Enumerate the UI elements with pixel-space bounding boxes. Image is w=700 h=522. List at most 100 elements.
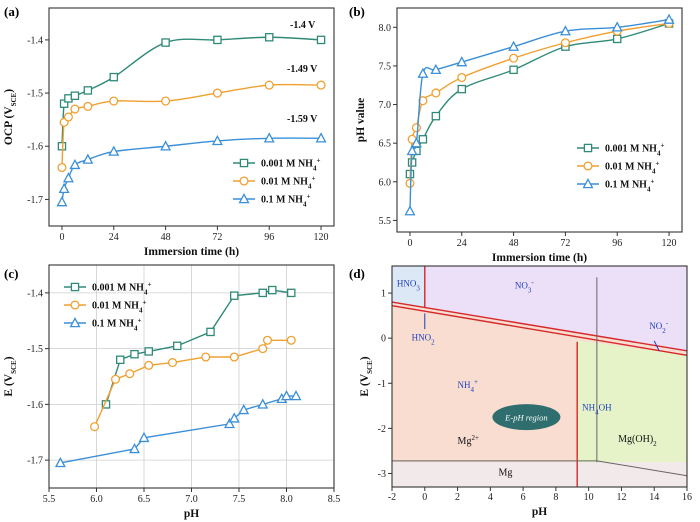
data-point-shape <box>213 35 222 45</box>
region-mg <box>392 462 687 487</box>
data-point <box>290 390 302 401</box>
data-point-shape <box>160 140 172 151</box>
legend-marker <box>238 193 250 204</box>
data-point <box>212 88 222 98</box>
data-point <box>238 403 250 415</box>
y-tick-label: 5.5 <box>379 216 392 227</box>
legend-marker <box>70 300 80 310</box>
data-point <box>130 349 139 359</box>
region-label-no2: NO2- <box>649 319 669 335</box>
data-point-shape <box>418 135 428 144</box>
data-point <box>404 205 416 216</box>
data-point-shape <box>125 369 135 379</box>
region-label-mg: Mg <box>499 468 513 479</box>
x-tick-label: 4 <box>488 492 493 503</box>
data-point-shape <box>411 123 421 133</box>
data-point-shape <box>431 88 441 98</box>
x-tick-label: 24 <box>457 238 467 249</box>
data-point-shape <box>611 21 623 32</box>
data-point-shape <box>201 352 211 362</box>
data-point-shape <box>229 291 239 300</box>
x-tick-label: 2 <box>455 492 460 503</box>
data-point <box>258 288 267 298</box>
y-tick-label: -1.7 <box>27 456 43 467</box>
legend: 0.001 M NH4+ 0.01 M NH4+ 0.1 M NH4+ <box>64 281 151 333</box>
series-line-1 <box>61 36 322 147</box>
data-point-shape <box>62 172 74 183</box>
data-point-shape <box>418 96 428 106</box>
data-point-shape <box>130 349 139 359</box>
data-point <box>457 84 467 94</box>
legend-marker-shape <box>583 161 593 171</box>
legend-marker-shape <box>238 193 250 204</box>
x-tick-label: 48 <box>161 232 171 243</box>
x-tick-label: 7.0 <box>185 494 198 505</box>
data-point-shape <box>138 431 150 443</box>
legend-marker <box>583 143 593 153</box>
data-point <box>262 335 273 345</box>
data-point <box>418 135 428 144</box>
data-point <box>138 431 150 443</box>
data-point <box>62 172 74 183</box>
data-point-shape <box>509 53 519 63</box>
data-point <box>315 132 327 143</box>
legend-marker-shape <box>70 300 80 310</box>
legend-marker <box>70 282 80 292</box>
data-point-shape <box>430 63 442 75</box>
data-point-shape <box>206 327 215 337</box>
legend-entry: 0.01 M NH4+ <box>92 299 146 315</box>
region-label-nh4oh: NH4OH <box>582 402 612 416</box>
plot-frame <box>396 7 683 233</box>
y-tick-label: 1 <box>381 289 386 300</box>
data-point-shape <box>258 288 267 298</box>
data-point <box>410 137 422 148</box>
x-tick-label: 0 <box>59 232 64 243</box>
x-axis-label: Immersion time (h) <box>144 246 239 258</box>
data-point <box>560 38 570 48</box>
legend-entry: 0.01 M NH4+ <box>605 160 659 176</box>
data-point-shape <box>663 13 675 24</box>
y-axis-label: OCP (VSCE) <box>3 89 18 145</box>
data-point-shape <box>262 335 273 345</box>
data-point-shape <box>70 91 80 100</box>
x-axis-label: Immersion time (h) <box>492 252 587 264</box>
series-line-1 <box>409 22 670 175</box>
y-tick-label: 0 <box>381 334 386 345</box>
data-point-shape <box>69 158 81 170</box>
data-point-shape <box>83 86 93 95</box>
data-point-shape <box>417 67 429 78</box>
data-point <box>411 123 421 133</box>
x-tick-label: 0 <box>407 238 412 249</box>
data-point-shape <box>59 99 69 108</box>
legend-marker-shape <box>69 317 81 328</box>
data-point <box>206 327 215 337</box>
data-point-shape <box>406 144 418 156</box>
data-point <box>58 182 70 194</box>
data-point <box>257 398 269 409</box>
legend-entry: 0.001 M NH4+ <box>605 142 664 158</box>
data-point <box>110 374 121 384</box>
x-tick-label: 8 <box>553 492 558 503</box>
region-label-hno2: HNO2 <box>412 332 436 346</box>
x-axis-label: pH <box>184 508 199 520</box>
legend-marker-shape <box>582 178 594 189</box>
data-point <box>69 158 81 170</box>
x-tick-label: 10 <box>584 492 594 503</box>
data-point <box>612 34 622 44</box>
data-point <box>456 56 468 67</box>
data-point <box>417 67 429 78</box>
legend: 0.001 M NH4+ 0.01 M NH4+ 0.1 M NH4+ <box>577 142 664 194</box>
data-point-shape <box>144 360 154 370</box>
legend-marker-shape <box>583 143 593 153</box>
x-tick-label: 24 <box>109 232 119 243</box>
region-label-eph: E-pH region <box>504 413 547 423</box>
annotation-label: -1.49 V <box>287 64 318 75</box>
data-point-shape <box>267 285 277 295</box>
data-point <box>70 104 80 114</box>
x-tick-label: 72 <box>212 232 222 243</box>
data-point <box>82 153 94 164</box>
legend-marker <box>69 317 81 328</box>
data-point-shape <box>457 84 467 94</box>
x-tick-label: 120 <box>314 232 329 243</box>
data-point <box>144 360 154 370</box>
